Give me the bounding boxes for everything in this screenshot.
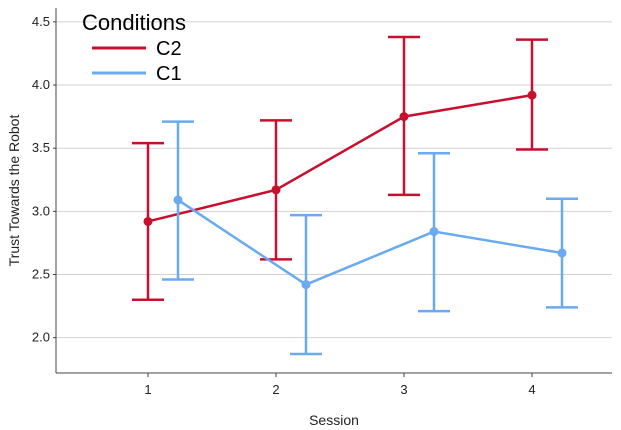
data-point bbox=[527, 90, 537, 100]
y-tick-label: 3.5 bbox=[32, 140, 50, 155]
series-line bbox=[147, 93, 533, 223]
y-axis-title: Trust Towards the Robot bbox=[6, 115, 22, 267]
gridlines bbox=[56, 21, 612, 339]
x-tick-labels: 1 2 3 4 bbox=[144, 373, 536, 397]
data-point bbox=[429, 227, 439, 237]
x-tick-label: 2 bbox=[272, 382, 279, 397]
data-point bbox=[301, 280, 311, 290]
data-point bbox=[173, 195, 183, 205]
x-tick-label: 3 bbox=[400, 382, 407, 397]
series-layer bbox=[132, 35, 578, 356]
y-tick-label: 4.0 bbox=[32, 77, 50, 92]
x-tick-label: 1 bbox=[144, 382, 151, 397]
y-tick-label: 3.0 bbox=[32, 203, 50, 218]
series-line bbox=[177, 198, 563, 287]
data-point bbox=[557, 248, 567, 258]
data-point bbox=[399, 112, 409, 122]
y-tick-labels: 2.0 2.5 3.0 3.5 4.0 4.5 bbox=[32, 14, 56, 345]
y-tick-label: 2.5 bbox=[32, 266, 50, 281]
legend-label-c2: C2 bbox=[156, 38, 182, 60]
series-c1 bbox=[162, 120, 578, 356]
data-point bbox=[271, 185, 281, 195]
series-c2 bbox=[132, 35, 548, 301]
legend: Conditions C2 C1 bbox=[82, 10, 186, 85]
axes bbox=[55, 8, 612, 374]
y-tick-label: 4.5 bbox=[32, 14, 50, 29]
y-tick-label: 2.0 bbox=[32, 330, 50, 345]
legend-title: Conditions bbox=[82, 10, 186, 35]
x-tick-label: 4 bbox=[528, 382, 535, 397]
legend-label-c1: C1 bbox=[156, 63, 182, 85]
data-point bbox=[143, 216, 153, 226]
x-axis-title: Session bbox=[309, 412, 359, 428]
